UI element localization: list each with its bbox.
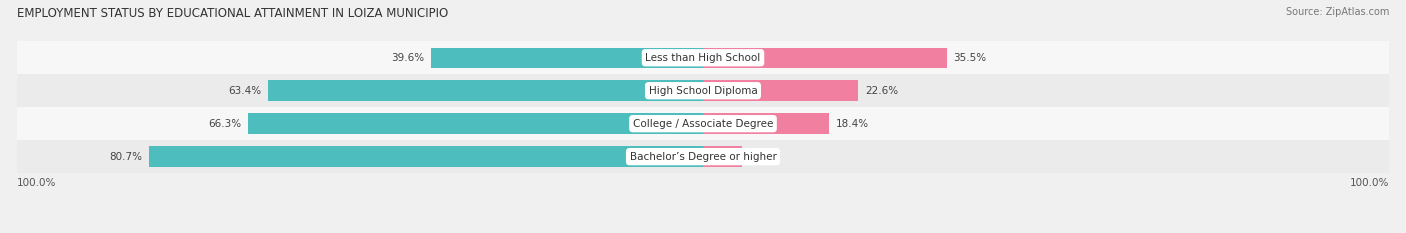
Bar [703,113,830,134]
Text: 5.7%: 5.7% [749,152,776,162]
Bar [703,146,742,167]
Text: 35.5%: 35.5% [953,53,987,63]
Text: 100.0%: 100.0% [1350,178,1389,188]
Text: EMPLOYMENT STATUS BY EDUCATIONAL ATTAINMENT IN LOIZA MUNICIPIO: EMPLOYMENT STATUS BY EDUCATIONAL ATTAINM… [17,7,449,20]
Bar [703,80,858,101]
Bar [17,140,1389,173]
Text: 66.3%: 66.3% [208,119,242,129]
Bar [149,146,703,167]
Text: College / Associate Degree: College / Associate Degree [633,119,773,129]
Text: 18.4%: 18.4% [837,119,869,129]
Text: 100.0%: 100.0% [17,178,56,188]
Text: 80.7%: 80.7% [110,152,142,162]
Bar [17,41,1389,74]
Text: 22.6%: 22.6% [865,86,898,96]
Text: Source: ZipAtlas.com: Source: ZipAtlas.com [1285,7,1389,17]
Text: Bachelor’s Degree or higher: Bachelor’s Degree or higher [630,152,776,162]
Bar [17,74,1389,107]
Text: 39.6%: 39.6% [391,53,425,63]
Bar [432,48,703,68]
Text: 63.4%: 63.4% [228,86,262,96]
Bar [17,107,1389,140]
Text: Less than High School: Less than High School [645,53,761,63]
Bar [703,48,946,68]
Bar [247,113,703,134]
Bar [269,80,703,101]
Text: High School Diploma: High School Diploma [648,86,758,96]
